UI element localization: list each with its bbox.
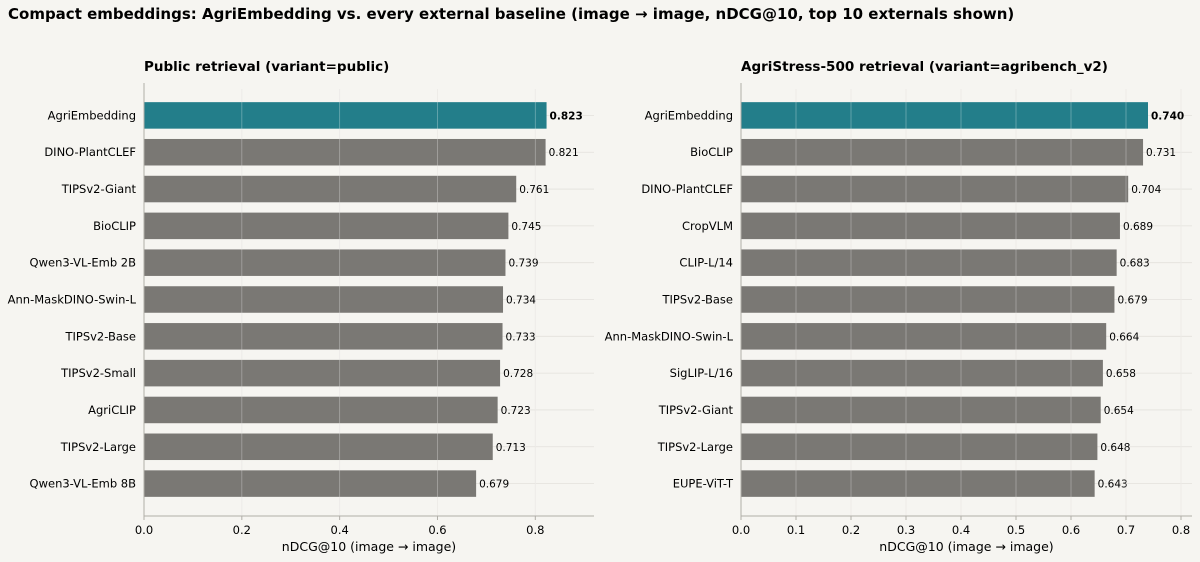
bar [144,212,509,240]
category-label: AgriEmbedding [48,108,136,122]
x-tick-label: 0.4 [331,523,349,537]
x-tick-label: 0.4 [952,523,970,537]
category-label: TIPSv2-Small [60,366,136,380]
value-label: 0.745 [511,221,541,233]
value-label: 0.648 [1100,442,1130,454]
category-label: Qwen3-VL-Emb 2B [30,256,137,270]
category-label: BioCLIP [93,219,136,233]
x-tick-label: 0.6 [428,523,446,537]
value-label: 0.761 [519,184,549,196]
value-label: 0.704 [1131,184,1161,196]
bar [741,212,1120,240]
x-tick-label: 0.5 [1007,523,1025,537]
category-label: DINO-PlantCLEF [44,145,136,159]
category-label: Qwen3-VL-Emb 8B [30,477,137,491]
panel-title: Public retrieval (variant=public) [144,59,389,75]
bar [144,286,504,313]
value-label: 0.733 [506,331,536,343]
value-label: 0.689 [1123,221,1153,233]
value-label: 0.821 [549,147,579,159]
x-tick-label: 0.1 [787,523,805,537]
bar [741,138,1144,166]
bar [144,359,501,387]
x-tick-label: 0.7 [1117,523,1135,537]
category-label: DINO-PlantCLEF [641,182,733,196]
value-label: 0.683 [1120,258,1150,270]
bar [144,138,546,166]
bar [741,470,1095,497]
x-tick-label: 0.6 [1062,523,1080,537]
bar [741,359,1103,387]
category-label: TIPSv2-Large [60,440,136,454]
bar [741,175,1129,203]
category-label: AgriEmbedding [645,108,733,122]
category-label: TIPSv2-Giant [658,403,734,417]
value-label: 0.713 [496,442,526,454]
x-tick-label: 0.8 [1172,523,1190,537]
bar [144,396,498,424]
bar [144,175,517,203]
value-label: 0.723 [501,405,531,417]
value-label: 0.728 [503,368,533,380]
value-label: 0.654 [1104,405,1134,417]
bar-highlight [144,102,547,129]
x-axis-label: nDCG@10 (image → image) [282,539,456,554]
bar [741,433,1098,461]
category-label: CLIP-L/14 [679,256,733,270]
category-label: AgriCLIP [88,403,136,417]
panel-public-retrieval: Public retrieval (variant=public) AgriEmb… [8,59,594,554]
category-label: EUPE-ViT-T [673,477,734,491]
category-label: Ann-MaskDINO-Swin-L [8,293,137,307]
category-label: TIPSv2-Giant [61,182,137,196]
figure-title: Compact embeddings: AgriEmbedding vs. ev… [8,5,1014,23]
value-label: 0.739 [508,258,538,270]
bar [741,286,1115,313]
category-label: TIPSv2-Base [661,293,733,307]
value-label: 0.679 [1117,295,1147,307]
value-label: 0.658 [1106,368,1136,380]
category-label: SigLIP-L/16 [670,366,733,380]
value-label: 0.643 [1098,479,1128,491]
bar [144,249,506,276]
category-label: BioCLIP [690,145,733,159]
value-label: 0.740 [1151,110,1184,122]
bar [144,323,503,350]
x-axis-label: nDCG@10 (image → image) [879,539,1053,554]
value-label: 0.679 [479,479,509,491]
x-tick-label: 0.3 [897,523,915,537]
x-tick-label: 0.2 [233,523,251,537]
panel-title: AgriStress-500 retrieval (variant=agribe… [741,59,1108,75]
bar [741,323,1107,350]
value-label: 0.734 [506,295,536,307]
bar-highlight [741,102,1148,129]
panel-agristress-retrieval: AgriStress-500 retrieval (variant=agribe… [605,59,1192,554]
x-tick-label: 0.2 [842,523,860,537]
category-label: CropVLM [682,219,733,233]
category-label: Ann-MaskDINO-Swin-L [605,329,734,343]
value-label: 0.731 [1146,147,1176,159]
bar [741,396,1101,424]
value-label: 0.664 [1109,331,1139,343]
x-tick-label: 0.8 [526,523,544,537]
x-tick-label: 0.0 [135,523,153,537]
value-label: 0.823 [550,110,583,122]
bar [144,470,477,497]
bar [144,433,493,461]
category-label: TIPSv2-Base [64,329,136,343]
bar [741,249,1117,276]
category-label: TIPSv2-Large [657,440,733,454]
x-tick-label: 0.0 [732,523,750,537]
